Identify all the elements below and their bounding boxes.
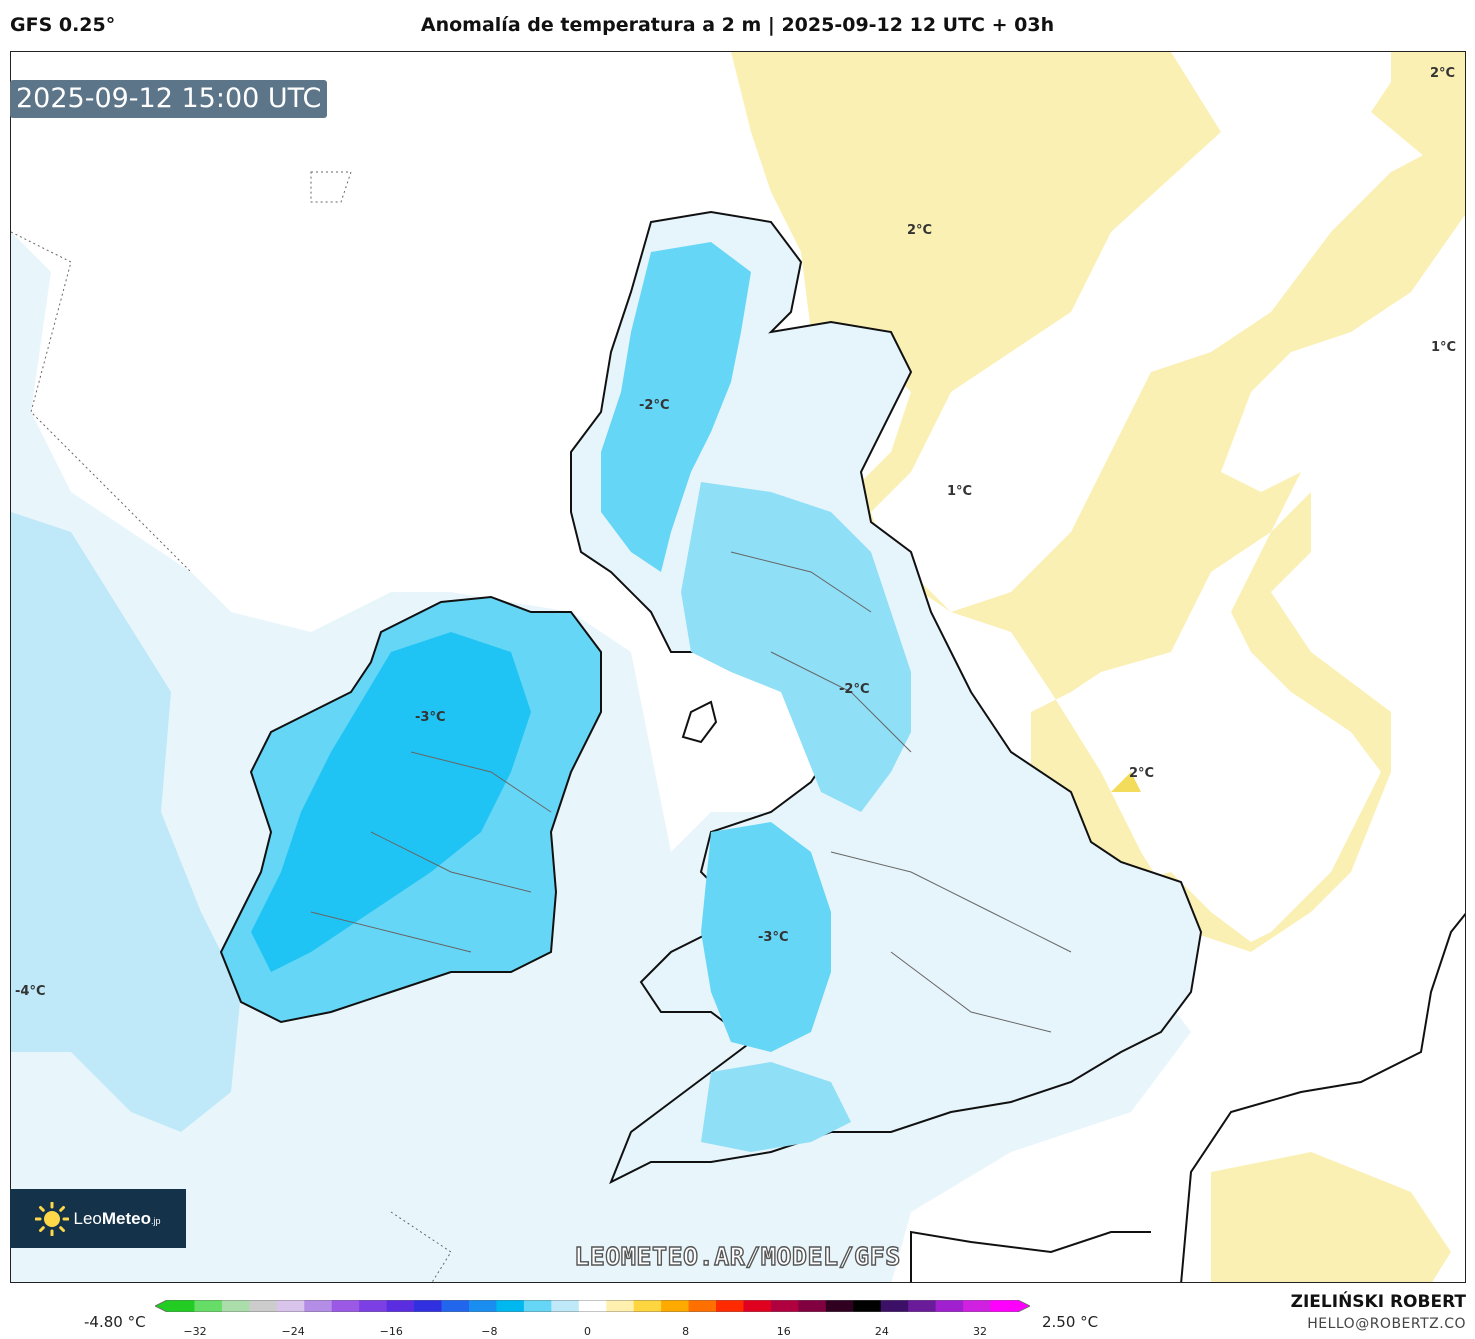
map-title: Anomalía de temperatura a 2 m | 2025-09-…	[420, 14, 1055, 36]
colorbar-tick-label: 24	[874, 1325, 889, 1338]
france-coast	[910, 1230, 1151, 1282]
colorbar-swatch	[249, 1300, 278, 1312]
contour-label: -2°C	[839, 682, 870, 697]
colorbar-swatch	[194, 1300, 223, 1312]
contour-label: 2°C	[1430, 66, 1456, 81]
logo-text: LeoMeteo.jp	[73, 1208, 161, 1228]
colorbar-swatch	[167, 1300, 195, 1312]
isle-of-man	[681, 700, 718, 744]
colorbar-swatch	[221, 1300, 250, 1312]
contour-label: -2°C	[639, 398, 670, 413]
colorbar-swatch	[908, 1300, 937, 1312]
continent-coast	[1180, 912, 1465, 1282]
positive-anomaly-east	[1371, 52, 1465, 191]
colorbar-swatch	[551, 1300, 580, 1312]
valid-time-badge: 2025-09-12 15:00 UTC	[10, 80, 328, 118]
colorbar-tick-label: −24	[281, 1325, 305, 1338]
author-email[interactable]: HELLO@ROBERTZ.CO	[1307, 1316, 1466, 1332]
colorbar-swatch	[798, 1300, 827, 1312]
southwest-anomaly	[701, 1062, 851, 1152]
colorbar-swatch	[331, 1300, 360, 1312]
colorbar-tick-label: 16	[776, 1325, 791, 1338]
ireland-core-anomaly	[251, 632, 531, 972]
colorbar-swatch	[414, 1300, 443, 1312]
colorbar-swatch	[935, 1300, 964, 1312]
colorbar-swatch	[990, 1300, 1019, 1312]
colorbar-tick-label: 0	[584, 1325, 591, 1338]
colorbar	[155, 1300, 1030, 1312]
contour-label: 1°C	[947, 484, 973, 499]
colorbar-tick-label: 8	[682, 1325, 690, 1338]
positive-anomaly-continent	[1211, 1152, 1451, 1282]
colorbar-swatch	[633, 1300, 662, 1312]
admin-borders	[310, 551, 1072, 1033]
model-name: GFS 0.25°	[10, 14, 116, 36]
contour-line	[310, 171, 352, 203]
colorbar-extend-min	[155, 1300, 167, 1312]
colorbar-swatch	[276, 1300, 305, 1312]
colorbar-swatch	[716, 1300, 744, 1312]
positive-anomaly-small	[1111, 772, 1141, 792]
north-england-anomaly	[681, 482, 911, 812]
colorbar-tick-label: −8	[481, 1325, 498, 1338]
colorbar-swatch	[661, 1300, 690, 1312]
positive-anomaly-north-sea	[731, 52, 1465, 952]
sun-icon	[35, 1201, 70, 1236]
colorbar-swatch	[880, 1300, 909, 1312]
colorbar-swatch	[606, 1300, 635, 1312]
scotland-anomaly	[601, 242, 751, 572]
colorbar-swatch	[743, 1300, 772, 1312]
colorbar-swatch	[441, 1300, 470, 1312]
colorbar-swatch	[468, 1300, 497, 1312]
contour-label: -4°C	[15, 984, 46, 999]
author-name: ZIELIŃSKI ROBERT	[1290, 1292, 1466, 1312]
colorbar-swatch	[770, 1300, 799, 1312]
anomaly-area-west	[11, 512, 241, 1132]
colorbar-swatch	[496, 1300, 525, 1312]
contour-label: 2°C	[1129, 766, 1155, 781]
colorbar-tick-label: 32	[973, 1325, 987, 1338]
colorbar-tick-label: −32	[183, 1325, 207, 1338]
website-watermark: LEOMETEO.AR/MODEL/GFS	[574, 1241, 901, 1271]
colorbar-swatch	[523, 1300, 552, 1312]
wales-anomaly	[701, 822, 831, 1052]
colorbar-swatch	[688, 1300, 717, 1312]
contour-label: 2°C	[907, 223, 933, 238]
colorbar-swatch	[386, 1300, 415, 1312]
colorbar-tick-label: −16	[379, 1325, 403, 1338]
colorbar-swatch	[963, 1300, 992, 1312]
colorbar-swatch	[853, 1300, 882, 1312]
colorbar-swatch	[304, 1300, 333, 1312]
colorbar-swatch	[825, 1300, 854, 1312]
contour-label: 1°C	[1431, 340, 1457, 355]
contour-label: -3°C	[415, 710, 446, 725]
colorbar-extend-max	[1018, 1300, 1030, 1312]
leometeo-logo[interactable]: LeoMeteo.jp	[10, 1189, 186, 1248]
colorbar-swatch	[359, 1300, 388, 1312]
contour-line	[11, 231, 192, 573]
map-panel[interactable]: 2°C 2°C 1°C -2°C 1°C -3°C -2°C 2°C -3°C …	[10, 51, 1466, 1283]
colorbar-min-label: -4.80 °C	[84, 1313, 146, 1331]
colorbar-max-label: 2.50 °C	[1042, 1313, 1099, 1331]
colorbar-swatch	[578, 1300, 607, 1312]
contour-label: -3°C	[758, 930, 789, 945]
temperature-anomaly-map	[11, 52, 1465, 1282]
